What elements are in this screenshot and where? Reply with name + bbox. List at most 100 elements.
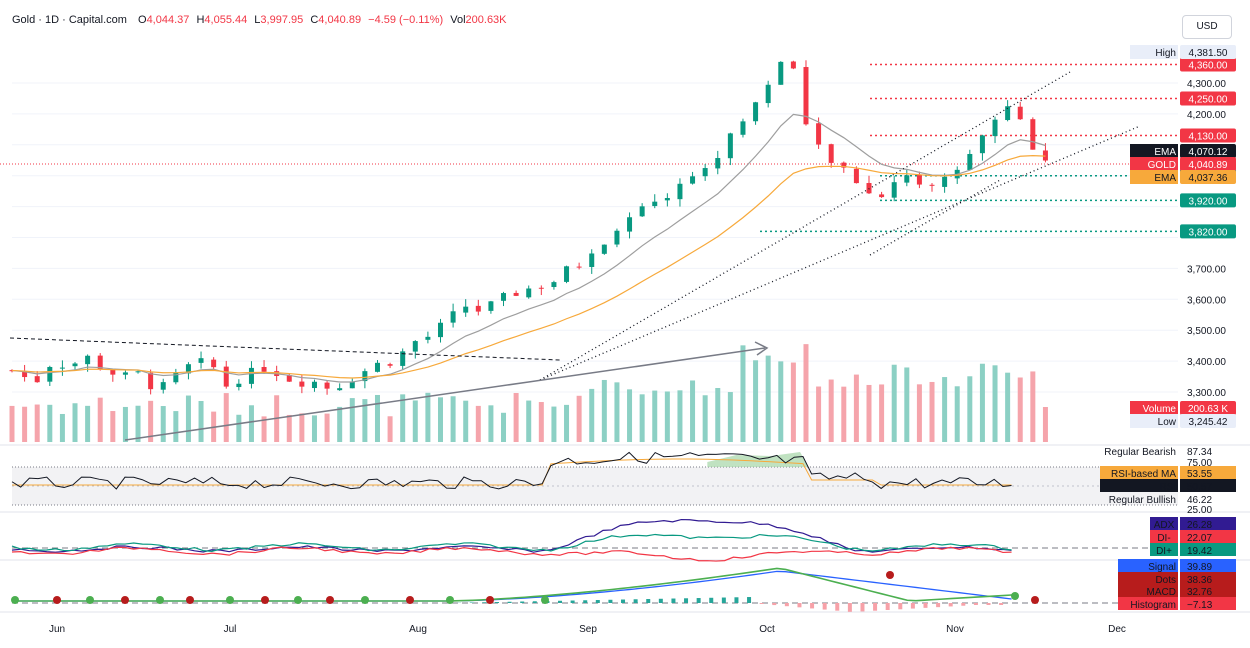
macd-dot	[261, 596, 269, 604]
volume-bar	[248, 405, 254, 442]
histogram-bar	[558, 600, 563, 603]
chart-header: Gold · 1D · Capital.com O4,044.37 H4,055…	[12, 14, 511, 26]
candle-body	[765, 84, 771, 104]
volume-bar	[866, 384, 872, 442]
volume-bar	[160, 406, 166, 442]
ema-lines	[11, 113, 1046, 383]
price-tag-bg	[1180, 157, 1236, 171]
candle-body	[311, 381, 317, 389]
candle-body	[110, 369, 116, 375]
macd-line	[12, 567, 1012, 602]
macd-label-value: 38.36	[1187, 575, 1212, 586]
price-axis[interactable]: 4,300.00 4,200.00 3,700.00 3,600.00 3,500.00…	[1130, 45, 1236, 428]
histogram-bar	[734, 597, 739, 603]
macd-dot	[86, 596, 94, 604]
volume-bar	[349, 398, 355, 442]
histogram-bar	[583, 600, 588, 603]
candle-body	[450, 311, 456, 323]
histogram-bar	[507, 601, 512, 603]
price-tick-label: 3,600.00	[1187, 295, 1226, 306]
time-axis[interactable]: Jun Jul Aug Sep Oct Nov Dec	[49, 624, 1126, 635]
dmi-pane: ADX 26.28 DI- 22.07 DI+ 19.42	[11, 517, 1236, 562]
histogram-bar	[986, 603, 991, 605]
macd-tag-name-bg	[1118, 584, 1178, 597]
histogram-bar	[759, 603, 764, 604]
candle-body	[198, 358, 204, 363]
volume-bar	[828, 379, 834, 442]
price-tag-name-bg	[1130, 144, 1178, 158]
dmi-tag-name-bg	[1150, 530, 1178, 543]
histogram-bar	[684, 598, 689, 603]
price-tag-value: 4,040.89	[1189, 160, 1228, 171]
candle-body	[425, 336, 431, 340]
volume-bar	[753, 360, 759, 442]
price-tag-value: 3,245.42	[1189, 417, 1228, 428]
candle-body	[501, 293, 507, 301]
candle-body	[47, 366, 53, 382]
histogram-bar	[797, 603, 802, 608]
macd-dot	[486, 596, 494, 604]
volume-bar	[337, 406, 343, 442]
candle-body	[652, 201, 658, 207]
volume-bar	[740, 345, 746, 442]
candle-body	[400, 351, 406, 366]
volume-bar	[526, 400, 532, 442]
di-plus-line	[11, 533, 1012, 552]
histogram-bar	[898, 603, 903, 610]
volume-bar	[400, 394, 406, 442]
price-tag-bg	[1180, 414, 1236, 428]
vol-value: 200.63K	[465, 14, 507, 26]
time-tick-label: Dec	[1108, 624, 1126, 635]
high-label: H	[196, 14, 205, 26]
histogram-bar	[810, 603, 815, 609]
price-tag-name: EMA	[1154, 173, 1176, 184]
candle-body	[122, 372, 128, 375]
volume-bar	[148, 400, 154, 442]
candle-body	[803, 67, 809, 125]
volume-bar	[1030, 371, 1036, 442]
volume-bar	[538, 402, 544, 442]
histogram-bar	[923, 603, 928, 608]
candle-body	[526, 288, 532, 298]
macd-label-value: 32.76	[1187, 587, 1212, 598]
price-tag-value: 200.63 K	[1188, 404, 1228, 415]
price-tick-label: 4,200.00	[1187, 110, 1226, 121]
close-value: 4,040.89	[318, 14, 362, 26]
volume-bar	[904, 367, 910, 442]
macd-pane: Signal 39.89 Dots 38.36 MACD 32.76 Histogram −7…	[11, 559, 1236, 612]
volume-bar	[59, 413, 65, 442]
volume-bar	[122, 406, 128, 442]
candle-body	[97, 355, 103, 370]
histogram-bar	[835, 603, 840, 611]
candle-body	[891, 182, 897, 198]
histogram-bar	[709, 597, 714, 603]
candle-body	[904, 175, 910, 183]
candle-body	[261, 367, 267, 372]
trend-lines[interactable]	[9, 71, 1141, 441]
dmi-label-value: 22.07	[1187, 533, 1212, 544]
volume-bar	[513, 393, 519, 442]
volume-bar	[425, 392, 431, 442]
histogram-bar	[873, 603, 878, 611]
price-tag-name-bg	[1130, 157, 1178, 171]
level-label: 3,820.00	[1189, 227, 1228, 238]
volume-bar	[135, 405, 141, 442]
volume-bar	[576, 395, 582, 442]
high-value: 4,055.44	[204, 14, 248, 26]
level-label: 3,920.00	[1189, 196, 1228, 207]
trend-line	[869, 179, 1001, 256]
histogram-bar	[494, 602, 499, 603]
dmi-tag-bg	[1180, 543, 1236, 556]
candle-body	[929, 184, 935, 186]
volume-bar	[879, 384, 885, 442]
volume-bar	[501, 412, 507, 442]
currency-selector[interactable]: USD	[1182, 15, 1232, 39]
macd-tag-name-bg	[1118, 597, 1178, 610]
volume-bar	[299, 413, 305, 442]
histogram-bar	[696, 598, 701, 603]
volume-bar	[261, 416, 267, 442]
rsi-label-name: RSI	[1159, 482, 1176, 493]
volume-bar	[1005, 372, 1011, 442]
